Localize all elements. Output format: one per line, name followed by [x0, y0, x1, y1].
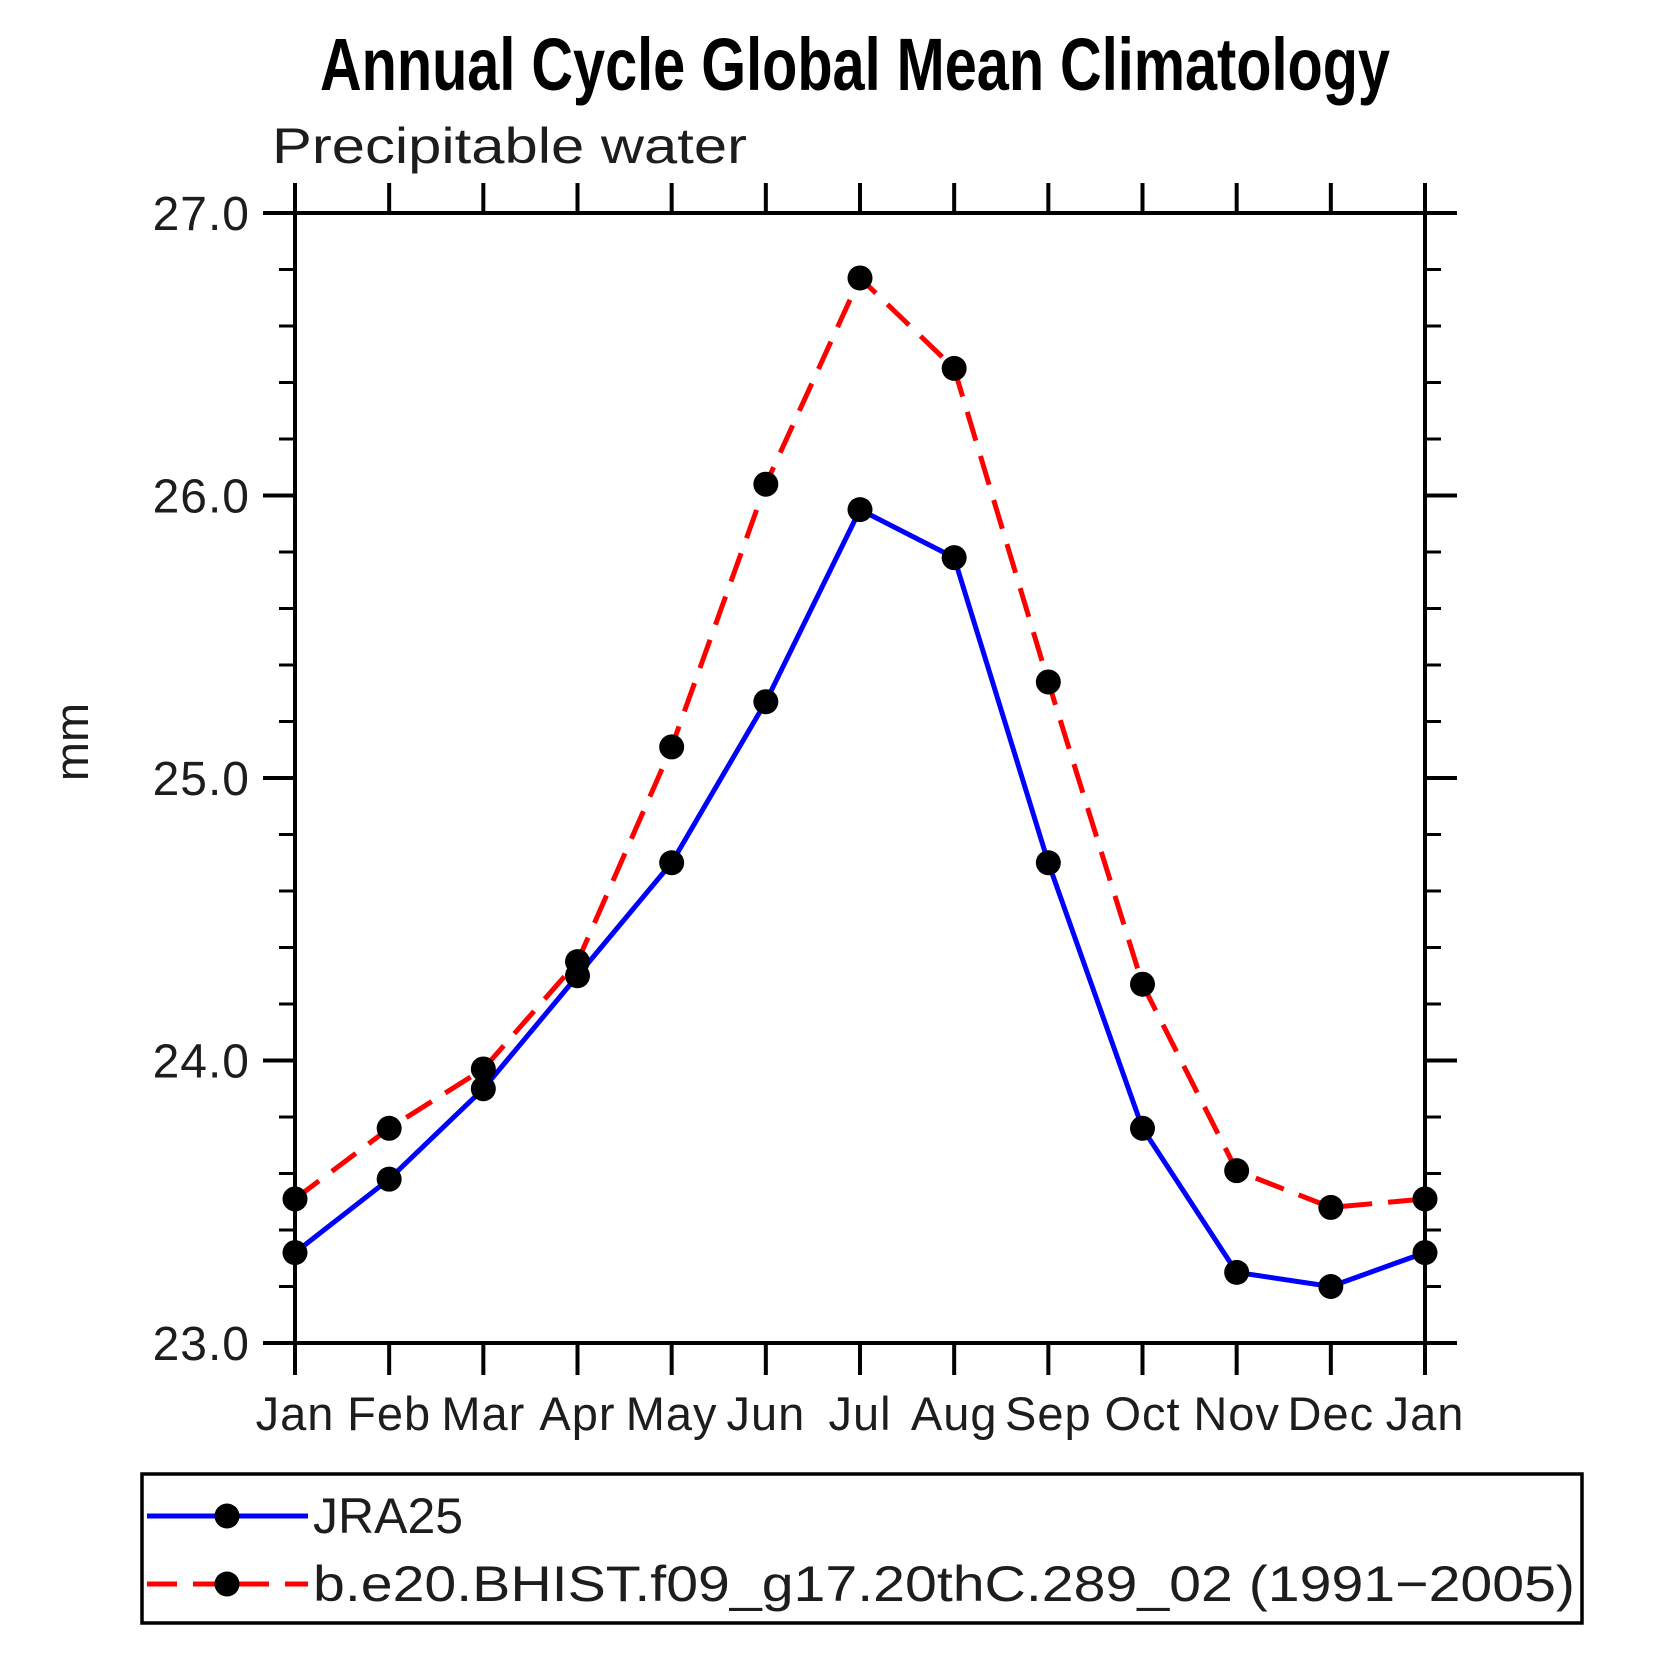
- plot-frame: [293, 211, 1427, 1345]
- y-axis-title: mm: [45, 703, 98, 781]
- x-tick-label: Nov: [1193, 1387, 1280, 1440]
- x-tick-label: Jul: [828, 1387, 891, 1440]
- data-point-marker: [941, 355, 967, 381]
- data-point-marker: [1130, 971, 1155, 997]
- legend-key-marker-0: [214, 1503, 240, 1529]
- x-tick-label: May: [626, 1387, 718, 1440]
- x-tick-label: Jun: [726, 1387, 805, 1440]
- legend-key-marker-1: [214, 1571, 240, 1597]
- chart-title: Annual Cycle Global Mean Climatology: [320, 23, 1390, 106]
- data-point-marker: [1035, 669, 1061, 695]
- data-point-marker: [941, 545, 967, 571]
- x-tick-label: Dec: [1288, 1387, 1375, 1440]
- x-tick-label: Oct: [1104, 1387, 1180, 1440]
- y-tick-label: 26.0: [153, 471, 250, 524]
- chart-subtitle: Precipitable water: [272, 118, 747, 174]
- data-point-marker: [847, 265, 873, 291]
- data-point-marker: [1130, 1115, 1155, 1141]
- legend-keys: [147, 1503, 308, 1597]
- x-tick-label: Jan: [1386, 1387, 1465, 1440]
- legend-label-jra25: JRA25: [313, 1488, 463, 1544]
- data-point-marker: [1412, 1186, 1438, 1212]
- data-point-marker: [1035, 850, 1061, 876]
- series-line-0: [293, 506, 1426, 1290]
- data-point-marker: [753, 471, 779, 497]
- legend-label-model: b.e20.BHIST.f09_g17.20thC.289_02 (1991−2…: [313, 1556, 1575, 1612]
- x-tick-label: Mar: [441, 1387, 525, 1440]
- data-point-marker: [659, 734, 685, 760]
- y-tick-label: 23.0: [153, 1318, 250, 1371]
- data-point-marker: [376, 1166, 402, 1192]
- data-point-marker: [470, 1056, 496, 1082]
- data-point-marker: [659, 850, 685, 876]
- data-point-marker: [565, 949, 590, 975]
- data-point-marker: [376, 1115, 402, 1141]
- x-tick-label: Sep: [1005, 1387, 1092, 1440]
- series-line-1: [293, 273, 1426, 1210]
- data-point-marker: [753, 689, 779, 715]
- x-tick-label: Apr: [539, 1387, 615, 1440]
- data-point-marker: [470, 1076, 496, 1102]
- y-tick-label: 24.0: [153, 1036, 250, 1089]
- legend-box: [140, 1472, 1584, 1625]
- data-point-marker: [847, 497, 873, 523]
- x-tick-label: Feb: [347, 1387, 431, 1440]
- data-point-marker: [1318, 1274, 1344, 1299]
- legend: JRA25 b.e20.BHIST.f09_g17.20thC.289_02 (…: [140, 1472, 1584, 1625]
- data-point-marker: [282, 1240, 308, 1266]
- data-point-marker: [1412, 1240, 1438, 1266]
- y-tick-label: 25.0: [153, 753, 250, 806]
- data-point-marker: [1224, 1259, 1250, 1285]
- x-tick-label: Aug: [911, 1387, 998, 1440]
- data-point-marker: [1318, 1194, 1344, 1220]
- data-point-marker: [1224, 1158, 1250, 1184]
- y-tick-label: 27.0: [153, 188, 250, 241]
- x-tick-label: Jan: [256, 1387, 335, 1440]
- series-layer: [282, 265, 1438, 1299]
- data-point-marker: [282, 1186, 308, 1212]
